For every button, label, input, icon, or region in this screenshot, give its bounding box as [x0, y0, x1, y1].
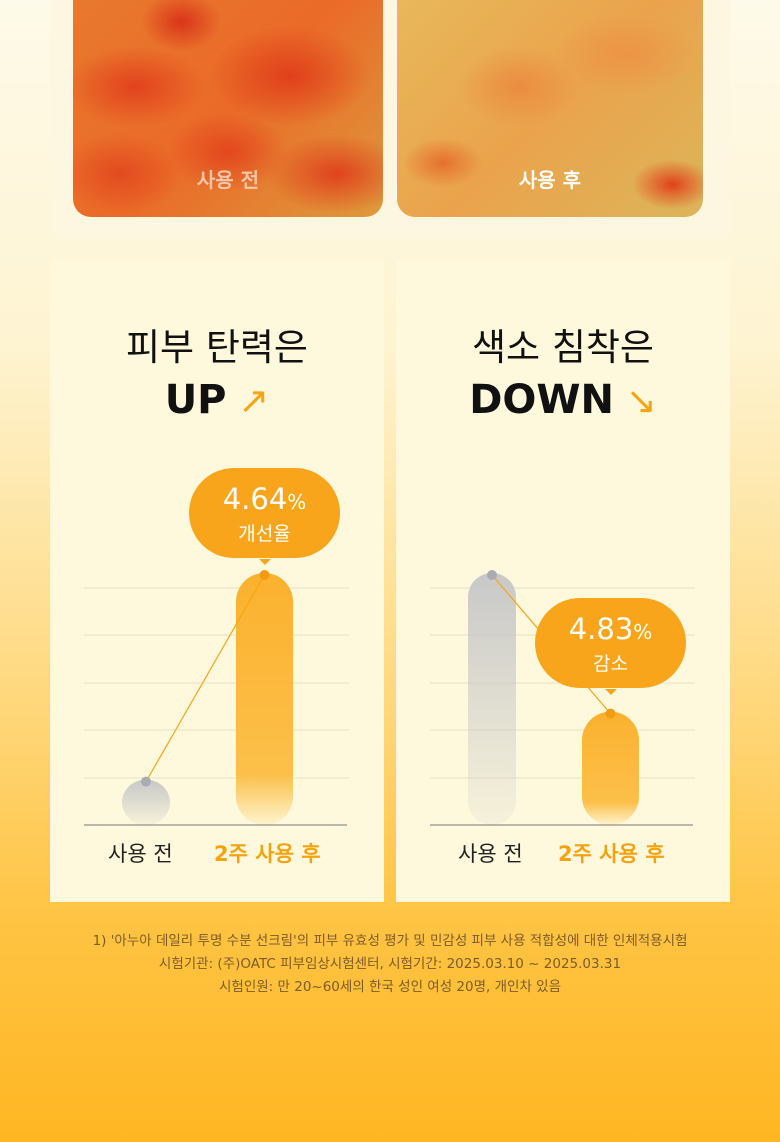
footnote-line: 시험기관: (주)OATC 피부임상시험센터, 시험기간: 2025.03.10…	[158, 956, 622, 972]
chart-svg	[84, 570, 349, 826]
after-label: 사용 후	[518, 168, 582, 192]
x-label: 2주 사용 후	[558, 842, 665, 866]
point	[605, 708, 616, 719]
pigmentation-chart-card: 색소 침착은 DOWN ↘ 4.83% 감소 사용 전 2주 사용 후	[396, 260, 730, 902]
annotation-bubble: 4.64% 개선율	[189, 468, 340, 565]
chart-svg	[430, 570, 695, 826]
chart-title: 피부 탄력은 UP ↗	[126, 326, 308, 423]
x-label: 2주 사용 후	[214, 842, 321, 866]
before-label: 사용 전	[196, 168, 260, 192]
bar	[468, 573, 516, 825]
point	[259, 570, 270, 580]
before-photo: 사용 전	[73, 0, 383, 217]
point	[487, 570, 497, 580]
footnote-line: 1) '아누아 데일리 투명 수분 선크림'의 피부 유효성 평가 및 민감성 …	[92, 933, 688, 949]
bar	[582, 711, 639, 825]
annotation-bubble: 4.83% 감소	[535, 598, 686, 695]
after-photo: 사용 후	[397, 0, 703, 217]
chart-title: 색소 침착은 DOWN ↘	[469, 326, 657, 423]
before-after-photos: 사용 전 사용 후	[50, 0, 730, 238]
footnote-line: 시험인원: 만 20~60세의 한국 성인 여성 20명, 개인차 있음	[219, 979, 561, 995]
point	[141, 776, 151, 787]
trend-line	[145, 574, 266, 782]
bar	[236, 573, 293, 825]
elasticity-chart-card: 피부 탄력은 UP ↗ 4.64% 개선율 사용 전 2주 사용 후	[50, 260, 384, 902]
x-label: 사용 전	[108, 842, 173, 866]
footnote: 1) '아누아 데일리 투명 수분 선크림'의 피부 유효성 평가 및 민감성 …	[0, 930, 780, 999]
bar	[122, 779, 170, 825]
arrow-up-right-icon: ↗	[238, 379, 270, 422]
x-label: 사용 전	[458, 842, 523, 866]
arrow-down-right-icon: ↘	[625, 379, 657, 422]
